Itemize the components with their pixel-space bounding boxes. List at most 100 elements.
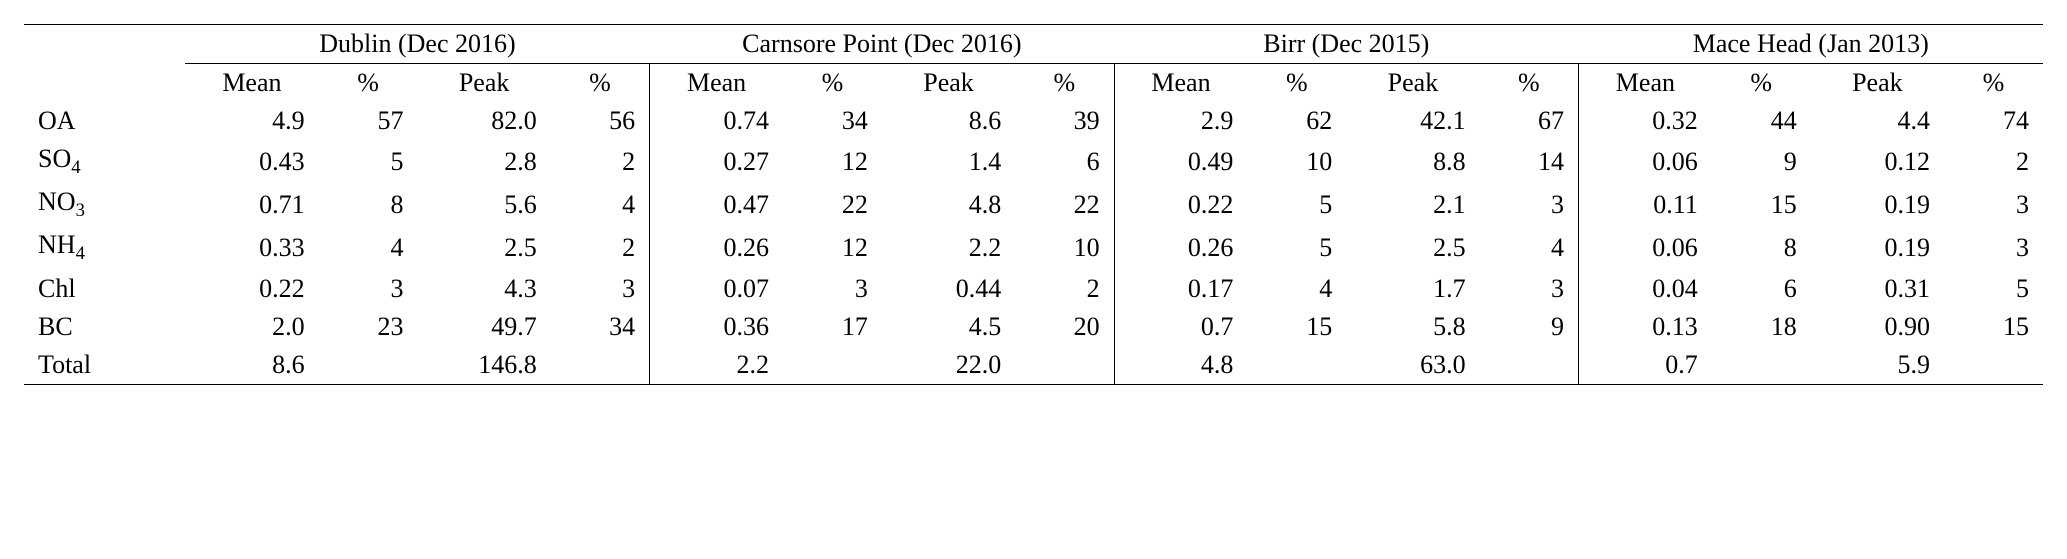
cell: 2.5 [1346,226,1479,269]
cell: 10 [1015,226,1114,269]
cell [1944,346,2043,385]
cell: 0.19 [1811,183,1944,226]
cell [1480,346,1579,385]
group-header: Mace Head (Jan 2013) [1578,25,2043,64]
cell: 2.1 [1346,183,1479,226]
subheader: Peak [1346,64,1479,103]
cell: 0.19 [1811,226,1944,269]
group-header: Dublin (Dec 2016) [185,25,649,64]
cell: 56 [551,102,650,140]
cell: 39 [1015,102,1114,140]
cell: 9 [1480,308,1579,346]
data-table: Dublin (Dec 2016)Carnsore Point (Dec 201… [24,24,2043,385]
group-header: Carnsore Point (Dec 2016) [650,25,1114,64]
cell: 8 [319,183,418,226]
cell: 5.9 [1811,346,1944,385]
cell: 0.74 [650,102,783,140]
cell: 3 [1944,183,2043,226]
cell: 0.7 [1114,308,1247,346]
cell: 12 [783,140,882,183]
cell: 2 [551,140,650,183]
cell: 0.17 [1114,270,1247,308]
row-label: BC [24,308,185,346]
cell: 4 [319,226,418,269]
cell: 4.8 [882,183,1015,226]
cell: 3 [1480,183,1579,226]
cell: 6 [1015,140,1114,183]
cell: 2.0 [185,308,318,346]
cell: 8.8 [1346,140,1479,183]
row-label: OA [24,102,185,140]
cell: 2.9 [1114,102,1247,140]
cell: 0.11 [1578,183,1711,226]
subheader-blank [24,64,185,103]
cell: 0.49 [1114,140,1247,183]
subheader: % [319,64,418,103]
subheader: Mean [1114,64,1247,103]
cell: 22 [1015,183,1114,226]
cell: 2.2 [650,346,783,385]
cell: 2 [551,226,650,269]
cell: 42.1 [1346,102,1479,140]
cell: 5 [1944,270,2043,308]
cell: 0.06 [1578,140,1711,183]
cell [783,346,882,385]
cell: 0.33 [185,226,318,269]
subheader: % [1944,64,2043,103]
cell: 3 [319,270,418,308]
row-label: Chl [24,270,185,308]
cell: 20 [1015,308,1114,346]
cell: 62 [1247,102,1346,140]
cell: 0.7 [1578,346,1711,385]
subheader: Mean [650,64,783,103]
cell: 0.06 [1578,226,1711,269]
cell: 0.13 [1578,308,1711,346]
cell: 0.07 [650,270,783,308]
cell: 67 [1480,102,1579,140]
cell: 74 [1944,102,2043,140]
cell: 17 [783,308,882,346]
cell: 44 [1712,102,1811,140]
cell: 14 [1480,140,1579,183]
subheader: Peak [417,64,550,103]
cell: 0.44 [882,270,1015,308]
subheader: % [551,64,650,103]
cell: 4.5 [882,308,1015,346]
cell: 3 [551,270,650,308]
cell: 0.27 [650,140,783,183]
cell: 3 [783,270,882,308]
cell: 0.22 [1114,183,1247,226]
row-label: SO4 [24,140,185,183]
cell: 0.31 [1811,270,1944,308]
cell [1015,346,1114,385]
subheader: % [1480,64,1579,103]
cell: 23 [319,308,418,346]
cell: 5 [319,140,418,183]
cell: 5.8 [1346,308,1479,346]
cell: 0.12 [1811,140,1944,183]
cell [551,346,650,385]
cell: 0.26 [1114,226,1247,269]
cell: 4.8 [1114,346,1247,385]
cell: 0.22 [185,270,318,308]
cell: 5 [1247,226,1346,269]
subheader: % [783,64,882,103]
cell: 10 [1247,140,1346,183]
cell: 22.0 [882,346,1015,385]
cell: 9 [1712,140,1811,183]
subheader: Peak [1811,64,1944,103]
cell: 6 [1712,270,1811,308]
cell: 3 [1944,226,2043,269]
cell: 1.4 [882,140,1015,183]
cell: 22 [783,183,882,226]
cell: 2 [1015,270,1114,308]
cell: 63.0 [1346,346,1479,385]
cell [1712,346,1811,385]
cell: 15 [1712,183,1811,226]
row-label: Total [24,346,185,385]
cell: 4 [1480,226,1579,269]
cell: 34 [551,308,650,346]
cell: 0.90 [1811,308,1944,346]
cell: 4.3 [417,270,550,308]
cell: 0.04 [1578,270,1711,308]
